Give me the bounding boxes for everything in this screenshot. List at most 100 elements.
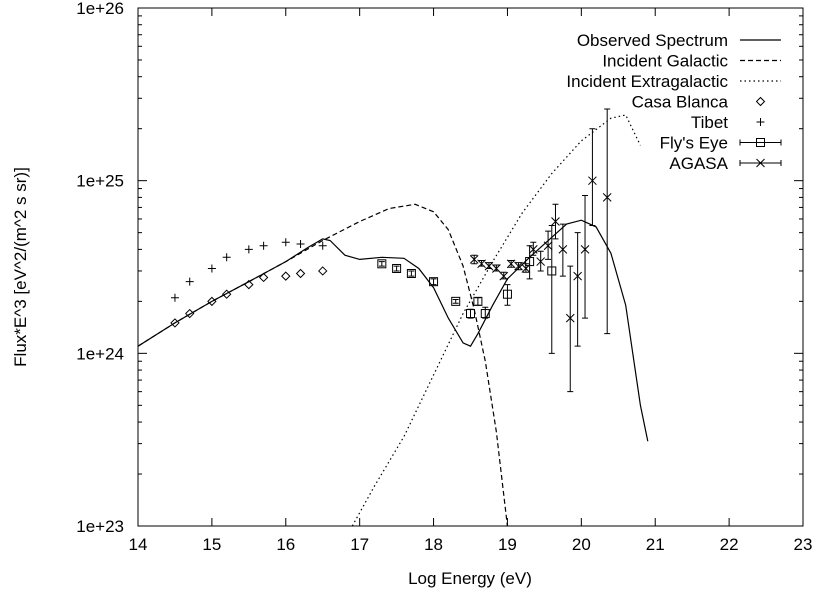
point-agasa	[602, 193, 612, 202]
x-tick-label: 20	[572, 535, 591, 554]
point-casa-blanca	[281, 271, 291, 281]
point-tibet	[318, 241, 327, 250]
x-tick-label: 19	[498, 535, 517, 554]
errorbar-agasa	[567, 265, 574, 393]
point-fly-s-eye	[429, 277, 439, 287]
line-observed-spectrum	[138, 219, 649, 442]
point-tibet	[244, 245, 253, 254]
x-tick-label: 21	[646, 535, 665, 554]
legend-label-observed-spectrum: Observed Spectrum	[577, 31, 728, 50]
legend-sample-tibet	[756, 118, 765, 126]
point-casa-blanca	[170, 318, 180, 328]
point-casa-blanca	[295, 268, 306, 279]
legend-label-fly-s-eye: Fly's Eye	[660, 134, 728, 153]
point-fly-s-eye	[451, 296, 461, 306]
point-tibet	[170, 293, 179, 302]
legend-marker-fly-s-eye	[756, 138, 765, 147]
legend-label-incident-galactic: Incident Galactic	[602, 52, 728, 71]
legend: Observed Spectrum Incident GalacticIncide…	[566, 31, 782, 173]
point-casa-blanca	[244, 279, 254, 290]
point-casa-blanca	[207, 296, 217, 307]
point-agasa	[536, 257, 546, 266]
x-tick-label: 18	[424, 535, 443, 554]
point-agasa	[565, 313, 575, 323]
point-casa-blanca	[185, 308, 195, 319]
point-agasa	[492, 264, 501, 273]
point-agasa	[477, 259, 486, 269]
errorbar-fly-s-eye	[504, 284, 511, 306]
errorbar-agasa	[582, 195, 589, 319]
point-agasa	[484, 261, 494, 271]
point-fly-s-eye	[392, 263, 402, 273]
point-fly-s-eye	[480, 309, 490, 319]
x-tick-label: 17	[350, 535, 369, 554]
series-layer	[138, 108, 649, 526]
errorbar-fly-s-eye	[452, 299, 459, 304]
errorbar-agasa	[559, 223, 566, 277]
line-incident-extragalactic	[351, 114, 641, 526]
axes: 14 15 16 17 18 19 20 21 22 23 1e+23 1e+24 1e+25 1e+26	[76, 0, 812, 554]
point-fly-s-eye	[406, 268, 416, 278]
point-fly-s-eye	[525, 257, 535, 267]
point-agasa	[469, 255, 479, 264]
x-tick-label: 23	[794, 535, 813, 554]
errorbar-fly-s-eye	[393, 265, 400, 272]
point-fly-s-eye	[466, 309, 475, 319]
x-tick-label: 16	[276, 535, 295, 554]
y-tick-label: 1e+23	[76, 517, 124, 536]
point-agasa	[514, 261, 523, 271]
point-agasa	[573, 271, 582, 281]
point-fly-s-eye	[547, 266, 557, 276]
point-casa-blanca	[258, 272, 269, 283]
y-tick-label: 1e+25	[76, 172, 124, 191]
point-tibet	[222, 253, 231, 262]
point-tibet	[281, 238, 290, 247]
point-agasa	[543, 241, 553, 251]
errorbar-fly-s-eye	[474, 297, 481, 306]
point-tibet	[185, 277, 194, 286]
point-tibet	[259, 241, 268, 250]
y-tick-label: 1e+26	[76, 0, 124, 18]
point-tibet	[296, 239, 305, 248]
y-tick-label: 1e+24	[76, 344, 124, 363]
errorbar-agasa	[604, 108, 611, 335]
series-fly-s-eye	[377, 224, 557, 354]
point-fly-s-eye	[502, 289, 512, 299]
legend-sample-fly-s-eye	[739, 139, 782, 146]
errorbar-fly-s-eye	[482, 306, 489, 319]
point-agasa	[499, 271, 509, 281]
line-incident-galactic	[138, 203, 508, 526]
point-tibet	[207, 264, 216, 273]
legend-sample-casa-blanca	[755, 96, 766, 107]
x-axis-label: Log Energy (eV)	[408, 569, 532, 588]
point-agasa	[558, 245, 568, 254]
series-casa-blanca	[170, 266, 328, 328]
point-agasa	[528, 245, 538, 254]
series-tibet	[170, 238, 327, 302]
series-incident-extragalactic	[351, 114, 641, 526]
errorbar-agasa	[589, 128, 596, 226]
point-agasa	[588, 176, 597, 186]
point-fly-s-eye	[377, 259, 387, 269]
point-agasa	[521, 264, 531, 273]
errorbar-fly-s-eye	[430, 278, 437, 286]
errorbar-fly-s-eye	[467, 308, 474, 319]
plot-frame	[137, 7, 804, 527]
series-agasa	[469, 108, 612, 393]
point-casa-blanca	[221, 289, 232, 299]
point-agasa	[551, 217, 560, 226]
point-agasa	[506, 259, 516, 269]
y-axis-label: Flux*E^3 [eV^2/(m^2 s sr)]	[11, 167, 30, 367]
errorbar-agasa	[574, 232, 581, 347]
series-observed-spectrum	[138, 219, 649, 442]
errorbar-fly-s-eye	[408, 270, 415, 277]
x-tick-label: 14	[129, 535, 148, 554]
series-incident-galactic	[138, 203, 508, 526]
point-fly-s-eye	[473, 296, 483, 306]
point-agasa	[580, 245, 590, 254]
x-tick-label: 15	[202, 535, 221, 554]
legend-marker-agasa	[756, 158, 765, 168]
point-casa-blanca	[318, 266, 328, 276]
legend-label-casa-blanca: Casa Blanca	[632, 93, 729, 112]
